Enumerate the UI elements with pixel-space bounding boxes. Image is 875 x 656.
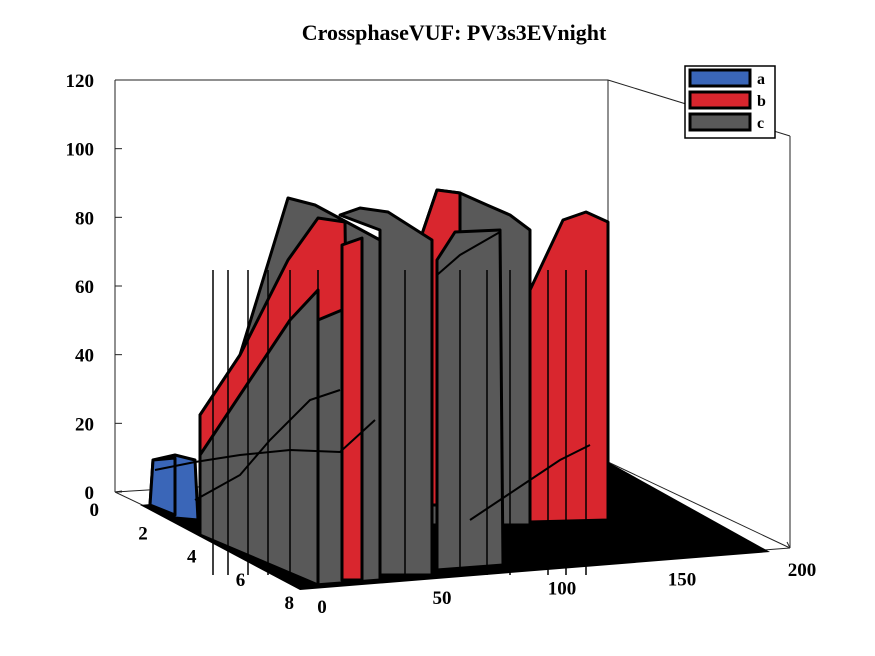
ribbon-edge-line: [194, 389, 341, 501]
legend-label-c: c: [757, 115, 764, 132]
floor-right-line: [607, 461, 791, 549]
x-tick-label: 200: [788, 560, 817, 581]
series-b-ribbon: [528, 210, 610, 524]
z-tick-label: 40: [75, 346, 94, 367]
ribbons: [148, 188, 610, 587]
legend-swatch-b: [688, 90, 752, 110]
chart-title: CrossphaseVUF: PV3s3EVnight: [302, 20, 607, 45]
z-tick-label: 0: [85, 483, 95, 504]
ribbon-edge-line: [469, 444, 591, 521]
x-tick-label: 50: [433, 588, 452, 609]
x-tick-mark: [786, 541, 791, 549]
legend-swatch-a: [688, 68, 752, 88]
z-tick-label: 20: [75, 414, 94, 435]
z-tick-label: 80: [75, 208, 94, 229]
tick-labels: 0 20 40 60 80 100 120 0 50 100 150 200 0 2 4 6 8: [66, 71, 817, 618]
legend: abc: [684, 65, 776, 139]
y-tick-label: 6: [236, 570, 246, 591]
x-tick-label: 150: [668, 569, 697, 590]
z-tick-label: 100: [66, 140, 95, 161]
z-tick-label: 120: [66, 71, 95, 92]
y-tick-label: 0: [90, 500, 100, 521]
legend-label-b: b: [757, 93, 766, 110]
ribbon-edge-line: [154, 419, 376, 471]
z-tick-label: 60: [75, 277, 94, 298]
legend-swatch-c: [688, 112, 752, 132]
ribbon-edge-line: [436, 231, 501, 276]
x-tick-label: 100: [548, 579, 577, 600]
y-tick-label: 2: [138, 523, 148, 544]
legend-label-a: a: [757, 71, 765, 88]
y-tick-label: 8: [285, 593, 295, 614]
x-tick-label: 0: [317, 597, 327, 618]
series-a-ribbon: [148, 456, 177, 517]
y-tick-mark: [114, 490, 123, 493]
y-tick-label: 4: [187, 547, 197, 568]
series-b-ribbon: [340, 236, 364, 582]
